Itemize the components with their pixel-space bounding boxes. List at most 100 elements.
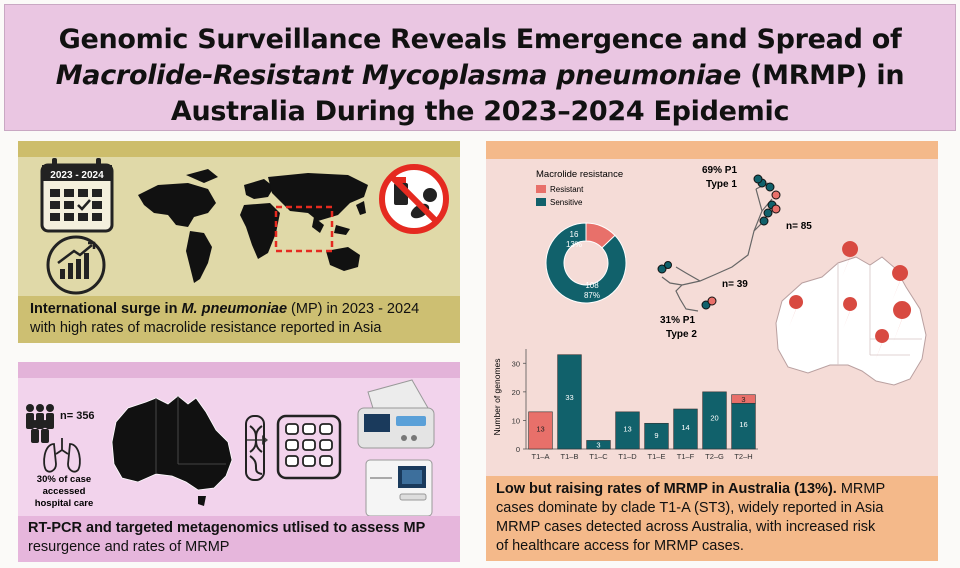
- title-line-2-rest: (MRMP) in: [740, 60, 905, 91]
- bar-label-T2–H-resistant: 3: [741, 395, 745, 404]
- y-tick-label: 10: [512, 416, 520, 425]
- sample-count-label: n= 356: [60, 410, 95, 422]
- legend-resistant-label: Resistant: [550, 185, 584, 194]
- panel3-caption-rest3: MRMP cases detected across Australia, wi…: [496, 519, 876, 535]
- panel1-caption: International surge in M. pneumoniae (MP…: [30, 300, 450, 338]
- state-borders: [155, 396, 226, 474]
- title-line-1: Genomic Surveillance Reveals Emergence a…: [58, 24, 902, 55]
- legend-title: Macrolide resistance: [536, 169, 623, 180]
- tree-type1-percent: 69% P1: [702, 165, 737, 176]
- world-map-icon: [138, 169, 368, 283]
- no-antibiotics-icon: [379, 164, 449, 234]
- donut-sensitive-percent: 87%: [584, 291, 600, 300]
- legend-sensitive-swatch: [536, 198, 546, 206]
- title-line-3: Australia During the 2023–2024 Epidemic: [170, 96, 790, 127]
- title-species: Mycoplasma pneumoniae: [361, 60, 741, 91]
- bar-chart: 0 10 20 30 13 T1–A 33 T1–B 3 T1–C 13 T1–D 9 T1–E 14 T1–…: [512, 349, 758, 461]
- title-italic-prefix: Macrolide-Resistant: [55, 60, 362, 91]
- panel-header-bar: [486, 141, 938, 159]
- bar-label-T1–B-sensitive: 33: [565, 393, 573, 402]
- panel3-caption-bold: Low but raising rates of MRMP in Austral…: [496, 481, 837, 497]
- tree-type1-label: Type 1: [706, 179, 737, 190]
- panel2-caption-box: [18, 516, 460, 562]
- title-line-2: Macrolide-Resistant Mycoplasma pneumonia…: [5, 60, 955, 91]
- y-tick-label: 0: [516, 445, 520, 454]
- bar-T1–F-sensitive: [673, 408, 698, 450]
- panel2-caption-rest: resurgence and rates of MRMP: [28, 539, 230, 555]
- bar-label-T1–D-sensitive: 13: [623, 425, 631, 434]
- tree-type2-label: Type 2: [666, 329, 697, 340]
- map-state-borders: [837, 263, 922, 365]
- calendar-label: 2023 - 2024: [50, 170, 104, 181]
- tree-type2-count: n= 39: [722, 279, 748, 290]
- bar-T1–A-resistant: [528, 411, 553, 450]
- australia-map-outline: [775, 256, 927, 386]
- legend-resistant-swatch: [536, 185, 546, 193]
- x-tick-label: T1–D: [618, 452, 637, 461]
- legend-sensitive-label: Sensitive: [550, 198, 583, 207]
- panel1-caption-box: [18, 296, 460, 343]
- x-tick-label: T2–H: [734, 452, 752, 461]
- bar-T2–G-sensitive: [702, 391, 727, 450]
- panel1-caption-rest1: (MP) in 2023 - 2024: [287, 301, 420, 317]
- panel-header-bar: [18, 141, 460, 157]
- panel2-illustration: n= 356 30% of case accessed hospital car…: [26, 379, 435, 516]
- care-line-1: 30% of case: [37, 474, 91, 485]
- bar-label-T1–C-sensitive: 3: [596, 441, 600, 450]
- x-tick-label: T1–F: [677, 452, 695, 461]
- bar-T2–H-resistant: [731, 394, 756, 404]
- panel1-caption-rest2: with high rates of macrolide resistance …: [30, 320, 382, 336]
- panel2-caption: RT-PCR and targeted metagenomics utlised…: [28, 519, 458, 557]
- donut-sensitive-count: 108: [585, 281, 599, 290]
- bar-label-T2–H-sensitive: 16: [739, 420, 747, 429]
- bar-label-T1–A-resistant: 13: [536, 425, 544, 434]
- donut-resistant-count: 16: [570, 230, 579, 239]
- calendar-icon: [40, 158, 114, 233]
- lungs-icon: [43, 438, 81, 473]
- bar-T1–C-sensitive: [586, 440, 611, 450]
- care-line-2: accessed: [43, 486, 86, 497]
- growth-chart-icon: [46, 235, 106, 295]
- test-tube-dna-icon: [245, 415, 265, 481]
- bar-T1–E-sensitive: [644, 422, 669, 450]
- panel3-caption-rest2: cases dominate by clade T1-A (ST3), wide…: [496, 500, 884, 516]
- bar-T1–D-sensitive: [615, 411, 640, 450]
- x-tick-label: T1–E: [648, 452, 666, 461]
- tree-type1-count: n= 85: [786, 221, 812, 232]
- phylogenetic-tree: [661, 182, 773, 312]
- panel-header-bar: [18, 362, 460, 378]
- title-banner: Genomic Surveillance Reveals Emergence a…: [4, 4, 956, 131]
- thermocycler-icon: [357, 379, 435, 449]
- panel1-illustration: 2023 - 2024: [40, 158, 449, 295]
- panel1-caption-species: M. pneumoniae: [181, 301, 288, 317]
- care-line-3: hospital care: [35, 498, 94, 509]
- results-illustration: Macrolide resistance Resistant Sensitive…: [492, 165, 927, 461]
- x-tick-label: T1–C: [589, 452, 608, 461]
- bar-label-T1–F-sensitive: 14: [681, 423, 689, 432]
- tree-type2-percent: 31% P1: [660, 315, 695, 326]
- location-pins: [789, 241, 912, 361]
- panel2-caption-bold: RT-PCR and targeted metagenomics utlised…: [28, 520, 426, 536]
- panel3-caption: Low but raising rates of MRMP in Austral…: [496, 480, 936, 556]
- panel3-caption-rest4: of healthcare access for MRMP cases.: [496, 538, 744, 554]
- y-tick-label: 20: [512, 388, 520, 397]
- tree-tips-type2: [657, 261, 717, 310]
- panel3-caption-rest1: MRMP: [836, 481, 886, 497]
- donut-resistant-percent: 13%: [566, 240, 582, 249]
- pcr-plate-icon: [276, 414, 342, 480]
- y-tick-label: 30: [512, 359, 520, 368]
- bar-label-T1–E-sensitive: 9: [654, 431, 658, 440]
- panel1-caption-bold: International surge in: [30, 301, 182, 317]
- bar-label-T2–G-sensitive: 20: [710, 414, 718, 423]
- donut-chart: [545, 222, 627, 304]
- tasmania-icon: [198, 496, 206, 506]
- australia-map-icon: [111, 395, 233, 491]
- sequencer-icon: [365, 459, 433, 516]
- donut-slice-sensitive: [545, 222, 627, 304]
- panel3-caption-box: [486, 476, 938, 561]
- bar-chart-ylabel: Number of genomes: [492, 358, 502, 435]
- x-tick-label: T1–B: [561, 452, 579, 461]
- people-icon: [26, 404, 54, 443]
- bar-T1–B-sensitive: [557, 354, 582, 450]
- tree-tips-type1: [753, 174, 781, 226]
